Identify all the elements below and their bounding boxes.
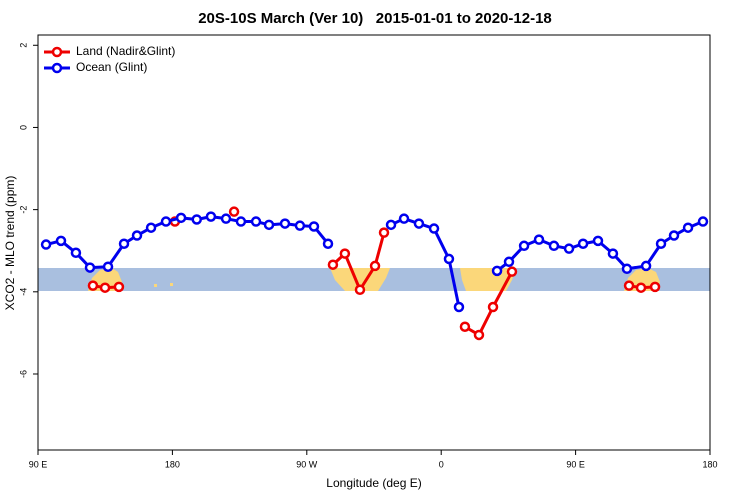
data-point [621, 263, 633, 275]
data-point [473, 329, 485, 341]
data-point [655, 238, 667, 249]
data-point [235, 216, 247, 227]
data-point [118, 238, 130, 249]
data-point [649, 281, 661, 293]
y-tick-label: -4 [18, 288, 28, 296]
data-point [220, 213, 232, 224]
data-point [308, 221, 320, 232]
data-point [503, 256, 515, 268]
data-point [55, 235, 67, 247]
data-point [398, 213, 410, 224]
legend-label: Ocean (Glint) [76, 60, 147, 74]
y-tick-label: 2 [18, 43, 28, 48]
y-tick-label: 0 [18, 125, 28, 130]
data-point [354, 284, 366, 296]
data-point [518, 240, 530, 252]
data-point [113, 281, 125, 293]
data-point [131, 230, 143, 241]
data-point [428, 223, 440, 234]
data-point [279, 218, 291, 229]
data-point [506, 266, 518, 277]
y-axis-label: XCO2 - MLO trend (ppm) [3, 176, 17, 311]
data-point [70, 247, 82, 259]
chart-title: 20S-10S March (Ver 10) 2015-01-01 to 202… [198, 10, 552, 27]
data-point [459, 321, 471, 332]
data-point [263, 219, 275, 231]
x-tick-label: 180 [702, 459, 717, 469]
legend-marker [51, 46, 63, 58]
data-point [413, 218, 425, 229]
data-point [563, 243, 575, 254]
plot-frame [37, 34, 711, 451]
data-point [385, 219, 397, 231]
y-tick-label: -2 [18, 206, 28, 214]
data-point [607, 248, 619, 259]
data-point [640, 260, 652, 272]
x-axis-label: Longitude (deg E) [326, 476, 421, 490]
x-tick-label: 90 W [296, 459, 318, 469]
x-tick-label: 0 [439, 459, 444, 469]
data-point [102, 261, 114, 272]
data-point [592, 235, 604, 247]
data-point [577, 238, 589, 249]
data-point [453, 301, 465, 313]
land-sea-strip [38, 268, 710, 291]
data-point [191, 214, 202, 225]
data-point [623, 280, 635, 291]
data-point [40, 239, 52, 250]
data-point [99, 282, 111, 293]
data-point [145, 222, 157, 233]
data-point [322, 238, 334, 249]
data-point [443, 253, 455, 265]
data-point [369, 260, 381, 272]
x-tick-label: 90 E [29, 459, 48, 469]
legend-label: Land (Nadir&Glint) [76, 44, 175, 58]
x-tick-label: 90 E [566, 459, 585, 469]
data-point [682, 222, 694, 233]
data-point [491, 265, 503, 277]
data-point [160, 216, 172, 227]
data-point [487, 301, 499, 313]
data-point [84, 262, 96, 273]
data-point [175, 212, 187, 224]
data-point [635, 282, 647, 293]
legend-marker [51, 62, 63, 74]
data-point [697, 216, 709, 227]
data-point [205, 211, 217, 222]
data-point [327, 259, 339, 270]
data-point [294, 220, 306, 231]
data-point [533, 234, 545, 245]
y-tick-label: -6 [18, 370, 28, 378]
data-point [87, 280, 99, 291]
data-point [339, 248, 351, 259]
data-point [378, 227, 390, 238]
x-tick-label: 180 [165, 459, 180, 469]
data-point [668, 230, 680, 241]
data-point [548, 240, 560, 252]
data-point [228, 206, 240, 217]
data-point [250, 216, 262, 227]
